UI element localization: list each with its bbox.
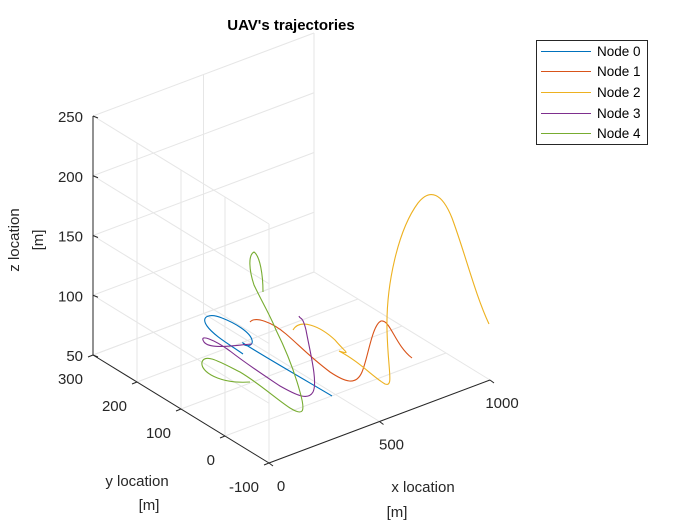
y-tick-label: 100 [146,425,171,442]
x-tick [379,421,384,425]
z-tick-label: 200 [58,169,83,186]
z-tick-label: 150 [58,229,83,246]
grid-line [92,294,270,404]
grid-line [136,298,359,383]
legend-item: Node 1 [537,62,647,83]
series-line-node-3 [202,315,316,397]
legend-item: Node 3 [537,103,647,124]
grid-line [92,115,270,225]
y-tick [263,462,270,466]
legend: Node 0 Node 1 Node 2 Node 3 Node 4 [536,40,648,145]
legend-label: Node 1 [597,64,641,80]
z-tick-label: 250 [58,109,83,126]
z-axis-label: z location [6,208,23,271]
series-lines [201,194,490,413]
x-axis-label: x location [391,479,454,496]
x-tick-label: 0 [277,478,285,495]
series-line-node-1 [249,319,413,382]
series-line-node-0 [204,315,333,397]
z-tick [92,294,99,298]
y-tick-label: 0 [207,452,215,469]
z-tick [92,235,99,238]
legend-label: Node 4 [597,126,641,142]
axes [87,115,495,467]
legend-swatch [541,50,591,52]
z-axis-label-unit: [m] [30,230,47,251]
y-tick-label: 300 [58,371,83,388]
series-line-node-4 [201,251,304,413]
grid-line [92,211,315,296]
grid-line [180,325,403,410]
y-axis-label-unit: [m] [139,497,160,514]
y-tick [175,408,182,412]
grid [92,32,491,464]
x-tick-label: 1000 [485,395,518,412]
z-tick-label: 50 [66,348,83,365]
grid-line [92,175,270,285]
series-line-node-2 [292,194,490,385]
x-tick [268,462,274,467]
grid-line [92,152,315,236]
legend-label: Node 0 [597,43,641,59]
x-tick [489,379,495,384]
legend-label: Node 3 [597,105,641,121]
legend-item: Node 0 [537,41,647,62]
legend-swatch [541,112,591,114]
y-tick [87,354,94,358]
legend-item: Node 2 [537,82,647,103]
y-tick [131,381,138,385]
legend-swatch [541,71,591,73]
z-tick [92,354,99,358]
y-tick-label: 200 [102,398,127,415]
legend-item: Node 4 [537,123,647,144]
grid-line [92,32,315,117]
axis-text: 0 500 1000 -100 0 100 200 300 50 100 150 200 250 x lo… [6,109,519,521]
grid-line [92,271,315,356]
z-tick [92,115,99,119]
grid-line [92,235,270,344]
z-tick-label: 100 [58,288,83,305]
y-axis-label: y location [105,473,168,490]
z-tick [92,175,99,179]
y-tick [219,435,226,439]
grid-line [92,92,315,177]
legend-label: Node 2 [597,84,641,100]
y-tick-label: -100 [229,479,259,496]
grid-line [224,352,447,437]
legend-swatch [541,133,591,135]
chart-title: UAV's trajectories [227,17,355,34]
x-tick-label: 500 [379,437,404,454]
x-axis-label-unit: [m] [387,504,408,521]
legend-swatch [541,91,591,93]
